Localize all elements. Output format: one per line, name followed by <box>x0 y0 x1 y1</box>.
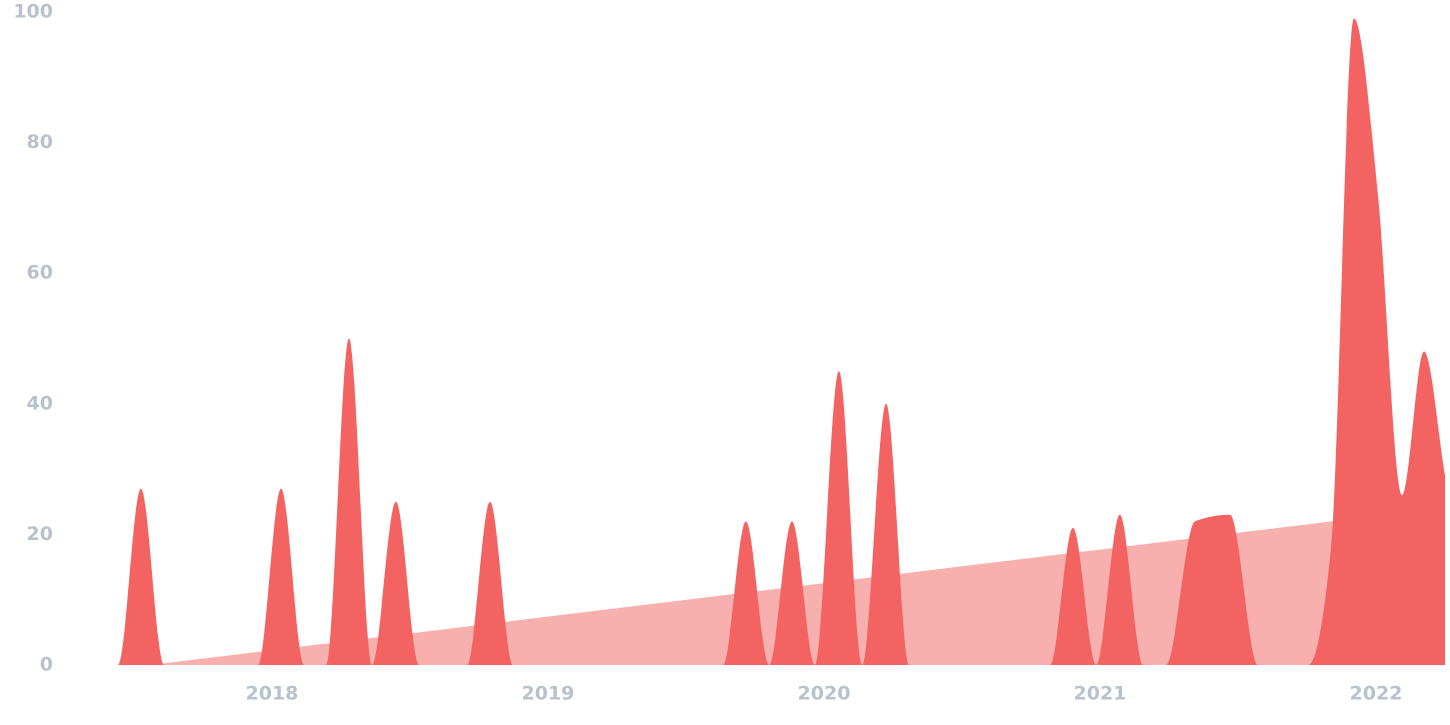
area <box>76 18 1445 665</box>
y-tick-label: 0 <box>40 654 53 676</box>
x-tick-label: 2018 <box>246 683 299 705</box>
x-tick-label: 2019 <box>522 683 575 705</box>
plot-area <box>76 18 1445 665</box>
y-tick-label: 60 <box>27 262 53 284</box>
y-tick-label: 20 <box>27 523 53 545</box>
x-tick-label: 2021 <box>1074 683 1127 705</box>
x-tick-label: 2020 <box>798 683 851 705</box>
x-tick-label: 2022 <box>1350 683 1403 705</box>
y-tick-label: 40 <box>27 392 53 414</box>
y-tick-label: 80 <box>27 131 53 153</box>
y-tick-label: 100 <box>13 1 53 23</box>
